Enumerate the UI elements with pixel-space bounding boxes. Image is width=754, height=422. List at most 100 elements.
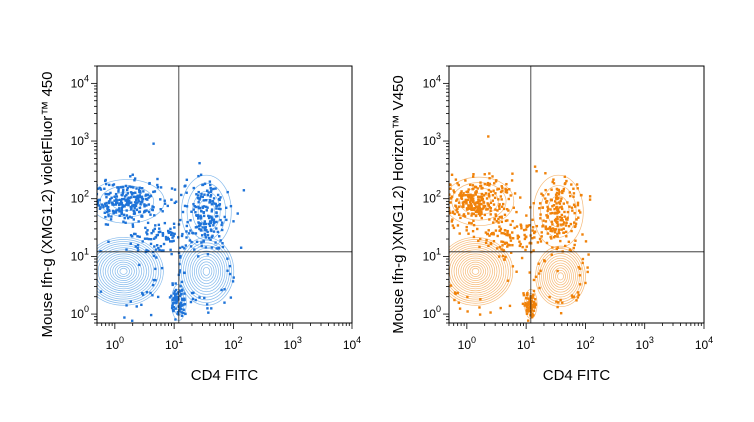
event-dot <box>124 221 127 224</box>
event-dot <box>498 215 501 219</box>
event-dot <box>502 240 505 244</box>
event-dot <box>120 206 124 210</box>
event-dot <box>516 237 520 240</box>
event-dot <box>153 214 156 217</box>
event-dot <box>497 198 500 201</box>
event-dot <box>492 233 495 236</box>
event-dot <box>98 187 102 190</box>
event-dot <box>180 311 183 314</box>
event-dot <box>579 211 582 214</box>
event-dot <box>181 303 184 307</box>
event-dot <box>182 308 185 311</box>
event-dot <box>573 221 576 224</box>
event-dot <box>444 277 446 279</box>
event-dot <box>97 199 99 202</box>
event-dot <box>172 309 175 312</box>
event-dot <box>500 215 503 218</box>
event-dot <box>215 211 218 214</box>
event-dot <box>108 209 111 213</box>
event-dot <box>509 239 513 242</box>
event-dot <box>472 219 475 223</box>
event-dot <box>180 280 184 284</box>
event-dot <box>466 207 469 210</box>
event-dot <box>131 319 134 322</box>
event-dot <box>182 298 185 302</box>
event-dot <box>145 231 148 234</box>
event-dot <box>527 310 530 313</box>
event-dot <box>107 214 110 218</box>
x-tick-label: 100 <box>106 335 124 352</box>
event-dot <box>180 314 184 317</box>
event-dot <box>554 228 558 231</box>
event-dot <box>151 205 154 208</box>
event-dot <box>523 304 526 307</box>
event-dot <box>149 242 153 246</box>
event-dot <box>177 236 180 239</box>
event-dot <box>132 218 135 221</box>
event-dot <box>460 194 463 197</box>
event-dot <box>182 271 186 274</box>
event-dot <box>112 211 115 215</box>
event-dot <box>172 292 176 295</box>
event-dot <box>170 294 173 298</box>
event-dot <box>539 217 542 220</box>
event-dot <box>175 298 179 302</box>
event-dot <box>527 306 530 310</box>
event-dot <box>207 191 210 194</box>
event-dot <box>130 193 134 196</box>
event-dot <box>578 283 582 286</box>
event-dot <box>480 208 483 211</box>
event-dot <box>170 233 173 236</box>
event-dot <box>125 248 128 251</box>
event-dot <box>186 220 189 224</box>
event-dot <box>525 310 529 313</box>
event-dot <box>144 197 148 201</box>
event-dot <box>556 235 559 238</box>
event-dot <box>556 223 560 226</box>
contour-line <box>451 249 500 294</box>
event-dot <box>485 197 489 200</box>
event-dot <box>449 187 452 190</box>
event-dot <box>199 173 203 176</box>
event-dot <box>476 210 479 214</box>
contour-line <box>543 255 578 298</box>
event-dot <box>507 197 510 201</box>
event-dot <box>174 200 178 203</box>
event-dot <box>170 240 174 243</box>
contour-line <box>102 253 145 290</box>
event-dot <box>181 245 184 249</box>
event-dot <box>500 198 503 201</box>
event-dot <box>464 198 467 202</box>
event-dot <box>118 198 121 202</box>
event-dot <box>207 236 211 240</box>
event-dot <box>228 264 232 268</box>
event-dot <box>170 187 174 190</box>
event-dot <box>487 229 490 232</box>
event-dot <box>125 304 128 307</box>
contour-line <box>471 267 480 275</box>
event-dot <box>574 222 578 225</box>
event-dot <box>453 298 456 302</box>
event-dot <box>125 201 129 204</box>
event-dot <box>553 228 556 231</box>
event-dot <box>111 209 115 213</box>
event-dot <box>174 301 177 304</box>
event-dot <box>472 207 475 210</box>
event-dot <box>178 289 182 293</box>
event-dot <box>199 195 203 198</box>
event-dot <box>220 223 223 227</box>
event-dot <box>576 291 580 294</box>
event-dot <box>209 190 213 194</box>
x-tick-label: 101 <box>517 335 535 352</box>
event-dot <box>471 229 475 233</box>
event-dot <box>129 205 132 209</box>
event-dot <box>138 263 141 267</box>
flow-plot-right: 100 101 102 103 104 100 101 102 103 104 CD4 FITC Mo… <box>390 65 713 384</box>
event-dot <box>544 227 548 230</box>
event-dot <box>206 253 210 256</box>
event-dot <box>151 294 154 297</box>
event-dot <box>211 200 215 203</box>
event-dot <box>568 248 572 251</box>
event-dot <box>525 245 528 248</box>
event-dot <box>463 215 467 218</box>
